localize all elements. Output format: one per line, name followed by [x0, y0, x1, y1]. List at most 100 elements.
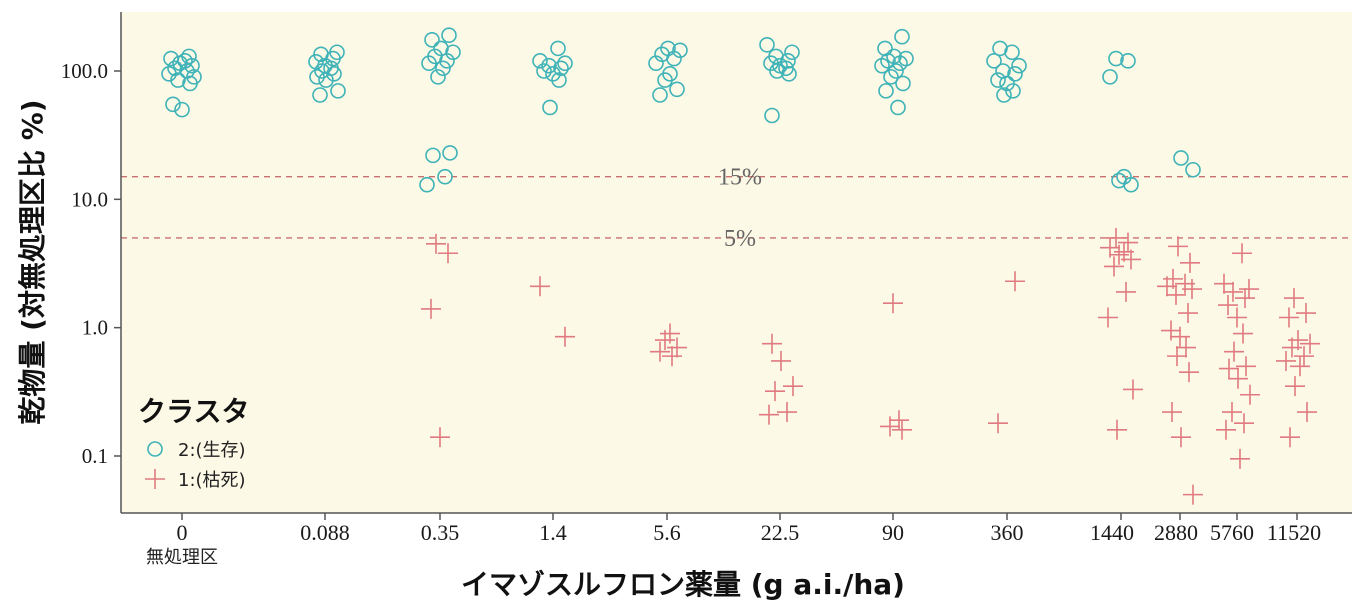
data-point-dead [1284, 288, 1304, 309]
data-point-alive [883, 69, 899, 85]
x-tick-label: 90 [882, 520, 904, 545]
reference-line-label: 15% [718, 165, 762, 191]
data-point-dead [1183, 484, 1203, 505]
data-point-dead [1296, 303, 1316, 324]
x-axis-ticks: 0 0.088 0.35 1.4 5.6 22.5 90 360 1440 2880 5760 115… [177, 513, 1321, 545]
data-point-dead [421, 298, 441, 319]
data-point-dead [1171, 427, 1191, 448]
data-point-dead [1290, 356, 1310, 377]
data-point-alive [329, 44, 345, 61]
data-point-dead [771, 350, 791, 371]
data-point-alive [1108, 50, 1124, 67]
data-point-dead [1228, 368, 1248, 389]
data-point-alive [654, 46, 670, 63]
data-point-alive [888, 63, 904, 79]
data-point-dead [1118, 232, 1138, 253]
data-point-alive [652, 87, 668, 103]
data-point-dead [1239, 279, 1259, 300]
data-point-alive [996, 87, 1012, 103]
reference-lines: 15% 5% [121, 165, 1352, 252]
data-point-dead [1219, 358, 1239, 379]
data-point-dead [426, 233, 446, 254]
data-point-dead [1163, 268, 1183, 289]
data-point-dead [1161, 320, 1181, 341]
x-tick-label: 0.088 [300, 520, 350, 545]
data-point-alive [895, 75, 911, 92]
legend-label-dead: 1:(枯死) [178, 470, 246, 491]
data-point-dead [1279, 307, 1299, 328]
data-point-dead [1230, 448, 1250, 469]
data-point-alive [890, 99, 906, 116]
data-point-alive [536, 63, 552, 79]
data-point-dead [988, 413, 1008, 434]
data-point-alive [553, 60, 569, 77]
data-point-alive [424, 32, 440, 48]
y-tick-label: 0.1 [82, 444, 108, 468]
data-point-dead [1178, 303, 1198, 324]
data-point-dead [1175, 273, 1195, 294]
data-points [161, 27, 1320, 505]
data-point-alive [886, 48, 902, 65]
data-point-dead [1166, 284, 1186, 305]
data-point-dead [762, 333, 782, 354]
data-point-dead [1276, 350, 1296, 371]
data-point-dead [667, 337, 687, 358]
data-point-dead [1179, 362, 1199, 383]
data-point-dead [1235, 288, 1255, 309]
data-point-dead [765, 381, 785, 402]
data-point-dead [1233, 323, 1253, 344]
data-point-dead [1280, 427, 1300, 448]
data-point-dead [1294, 346, 1314, 367]
data-point-dead [777, 402, 797, 423]
data-point-alive [430, 69, 446, 85]
data-point-dead [889, 410, 909, 431]
y-tick-label: 10.0 [71, 187, 108, 211]
data-point-alive [419, 176, 435, 193]
data-point-alive [1120, 53, 1136, 69]
reference-line-label: 5% [724, 226, 756, 252]
x-tick-label: 1.4 [539, 520, 567, 545]
data-point-dead [1162, 402, 1182, 423]
y-axis-ticks: 100.0 10.0 1.0 0.1 [61, 59, 121, 468]
data-point-alive [435, 60, 451, 77]
data-point-alive [330, 83, 346, 99]
data-point-alive [784, 44, 800, 61]
x-tick-label: 5.6 [653, 520, 681, 545]
data-point-alive [759, 37, 775, 53]
data-point-dead [555, 326, 575, 347]
x-tick-label: 0.35 [421, 520, 460, 545]
data-point-dead [1300, 333, 1320, 354]
data-point-alive [1011, 57, 1027, 74]
legend-title: クラスタ [138, 395, 249, 428]
data-point-dead [660, 323, 680, 344]
data-point-alive [165, 96, 181, 113]
data-point-dead [1116, 281, 1136, 302]
data-point-alive [542, 99, 558, 116]
data-point-alive [433, 40, 449, 57]
data-point-dead [438, 243, 458, 264]
data-point-alive [768, 48, 784, 65]
data-point-dead [1098, 307, 1118, 328]
legend: クラスタ 2:(生存) 1:(枯死) [138, 395, 249, 491]
data-point-alive [545, 66, 561, 82]
data-point-alive [442, 145, 458, 161]
data-point-dead [1168, 236, 1188, 257]
data-point-dead [1227, 307, 1247, 328]
data-point-alive [425, 147, 441, 164]
x-tick-label: 1440 [1090, 520, 1134, 545]
data-point-dead [783, 376, 803, 397]
data-point-dead [1223, 281, 1243, 302]
data-point-dead [759, 404, 779, 425]
data-point-dead [1176, 337, 1196, 358]
data-point-dead [1232, 243, 1252, 264]
data-point-dead [1167, 346, 1187, 367]
x-tick-label: 2880 [1154, 520, 1198, 545]
data-point-dead [430, 427, 450, 448]
data-point-dead [1180, 252, 1200, 273]
data-point-dead [1240, 384, 1260, 405]
data-point-dead [1224, 341, 1244, 362]
data-point-dead [883, 293, 903, 314]
x-category-sublabel: 無処理区 [146, 547, 218, 568]
data-point-dead [1005, 271, 1025, 292]
